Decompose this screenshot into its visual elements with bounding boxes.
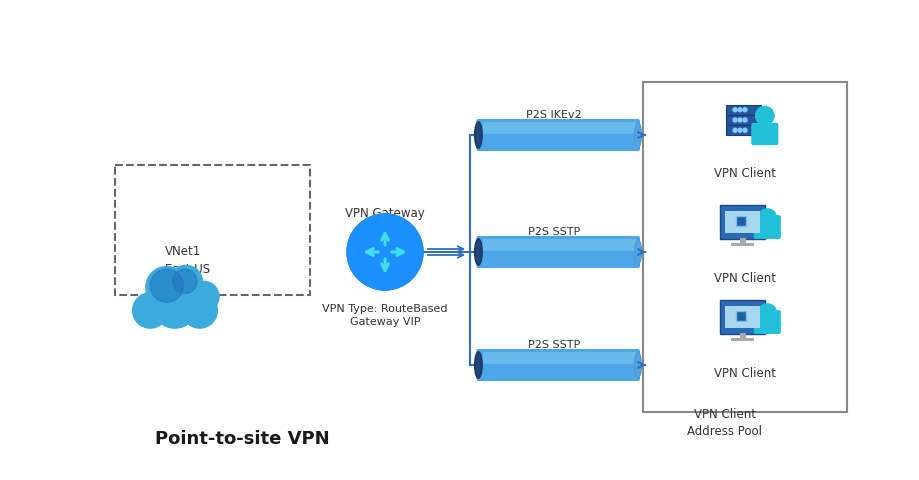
Bar [731,338,754,341]
Circle shape [757,209,776,228]
FancyBboxPatch shape [482,122,636,134]
Circle shape [132,293,167,328]
Text: VPN Client: VPN Client [713,167,775,180]
Ellipse shape [473,121,482,149]
Circle shape [346,214,423,290]
FancyBboxPatch shape [751,123,777,145]
Ellipse shape [634,352,641,378]
FancyBboxPatch shape [720,300,765,334]
Circle shape [375,242,394,262]
Ellipse shape [473,238,482,266]
Circle shape [346,214,423,290]
Circle shape [743,128,746,132]
Circle shape [737,108,742,112]
Circle shape [732,128,736,132]
Circle shape [169,265,202,299]
Circle shape [737,128,742,132]
Circle shape [370,238,399,266]
FancyBboxPatch shape [482,239,636,251]
Circle shape [351,219,418,285]
Circle shape [357,224,413,280]
FancyBboxPatch shape [753,215,780,239]
Ellipse shape [475,353,481,377]
FancyBboxPatch shape [753,310,780,334]
Circle shape [743,118,746,122]
Bar [739,238,745,243]
Ellipse shape [473,351,482,379]
Text: Point-to-site VPN: Point-to-site VPN [154,430,329,448]
Ellipse shape [475,240,481,264]
Text: P2S SSTP
tunnel: P2S SSTP tunnel [528,340,580,363]
FancyBboxPatch shape [725,105,760,115]
Circle shape [361,228,408,276]
Text: VPN Gateway: VPN Gateway [345,207,425,220]
Circle shape [737,118,742,122]
Circle shape [150,269,183,302]
Circle shape [188,281,219,312]
Ellipse shape [634,240,641,264]
FancyBboxPatch shape [724,211,760,233]
Circle shape [366,233,403,271]
Text: VNet1
East US: VNet1 East US [165,245,210,276]
FancyBboxPatch shape [720,205,765,239]
Circle shape [173,269,197,293]
Bar [115,165,310,295]
Ellipse shape [475,123,481,147]
Ellipse shape [634,122,641,148]
Text: VPN Client: VPN Client [713,367,775,380]
Bar [642,82,846,412]
Text: P2S IKEv2
tunnel: P2S IKEv2 tunnel [526,110,581,133]
Circle shape [152,282,198,328]
Text: P2S SSTP
tunnel: P2S SSTP tunnel [528,227,580,250]
FancyBboxPatch shape [725,125,760,135]
Circle shape [380,247,390,257]
Circle shape [182,293,217,328]
FancyBboxPatch shape [476,349,640,381]
FancyBboxPatch shape [725,115,760,125]
FancyBboxPatch shape [482,352,636,364]
FancyBboxPatch shape [476,119,640,151]
Circle shape [146,266,187,308]
Circle shape [743,108,746,112]
Text: VPN Client: VPN Client [713,272,775,285]
Circle shape [732,118,736,122]
FancyBboxPatch shape [724,306,760,328]
Text: VPN Type: RouteBased
Gateway VIP: VPN Type: RouteBased Gateway VIP [322,304,448,327]
Circle shape [732,108,736,112]
Text: VPN Client
Address Pool: VPN Client Address Pool [686,408,762,438]
FancyBboxPatch shape [476,236,640,268]
Bar [731,243,754,246]
Circle shape [757,304,776,323]
Bar [739,333,745,338]
Circle shape [754,107,773,125]
